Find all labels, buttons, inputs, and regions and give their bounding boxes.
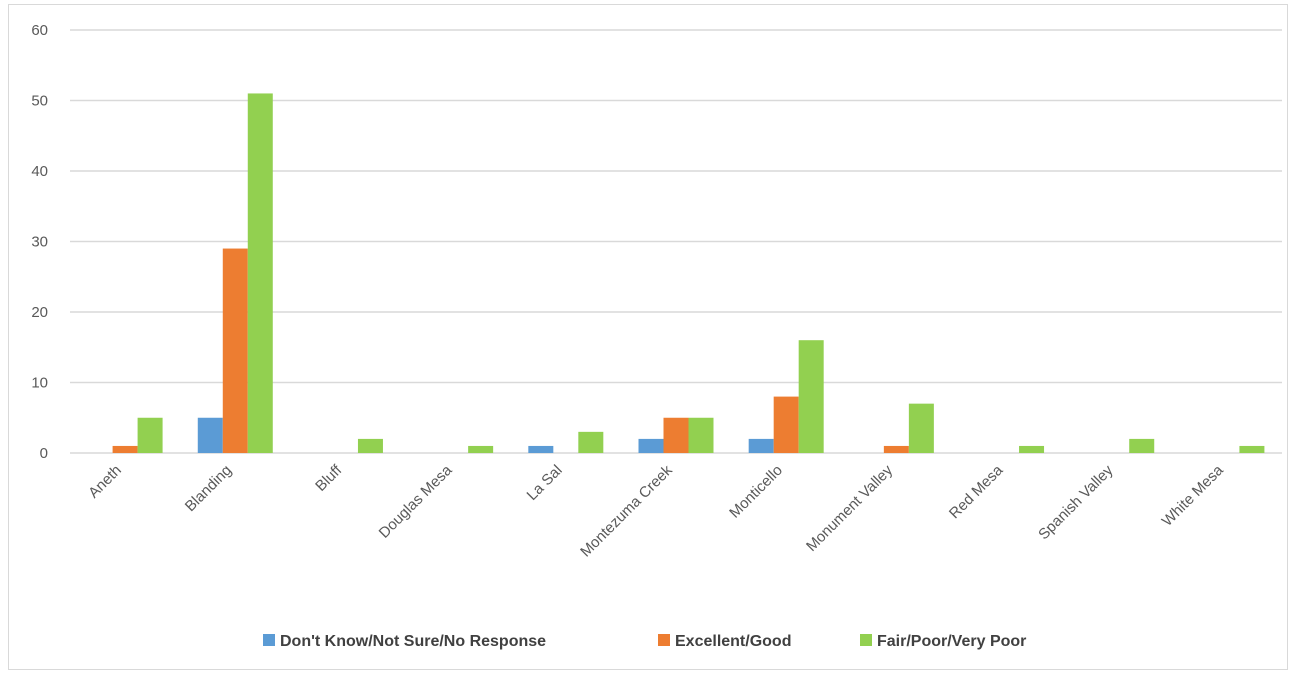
- y-tick-label: 0: [40, 445, 48, 462]
- y-tick-label: 20: [31, 304, 48, 321]
- bar: [112, 445, 138, 453]
- bar: [688, 417, 714, 453]
- y-tick-label: 30: [31, 234, 48, 251]
- bar: [1129, 438, 1155, 453]
- legend-swatch: [860, 634, 872, 646]
- bar: [748, 438, 774, 453]
- y-tick-label: 40: [31, 163, 48, 180]
- x-tick-label: White Mesa: [1159, 461, 1227, 529]
- legend-swatch: [658, 634, 670, 646]
- x-tick-label: Montezuma Creek: [577, 461, 676, 560]
- bar: [137, 417, 163, 453]
- x-axis-ticks: Aneth Blanding Bluff Douglas Mesa La Sal Mont…: [85, 461, 1227, 560]
- x-tick-label: Blanding: [182, 462, 235, 515]
- bar: [528, 445, 554, 453]
- x-tick-label: Douglas Mesa: [376, 461, 456, 541]
- x-tick-label: Spanish Valley: [1035, 461, 1117, 543]
- bar: [883, 445, 909, 453]
- x-tick-label: Monument Valley: [803, 461, 897, 555]
- bars: [112, 93, 1265, 453]
- bar: [663, 417, 689, 453]
- x-tick-label: Monticello: [726, 462, 786, 522]
- x-tick-label: Aneth: [85, 462, 125, 502]
- legend-label: Fair/Poor/Very Poor: [877, 633, 1026, 650]
- x-tick-label: Red Mesa: [946, 461, 1007, 522]
- bar: [222, 248, 248, 453]
- legend-swatch: [263, 634, 275, 646]
- bar: [468, 445, 494, 453]
- legend-label: Excellent/Good: [675, 633, 791, 650]
- bar: [638, 438, 664, 453]
- x-tick-label: La Sal: [524, 462, 566, 504]
- bar: [1019, 445, 1045, 453]
- bar: [908, 403, 934, 453]
- y-tick-label: 10: [31, 375, 48, 392]
- y-tick-label: 60: [31, 22, 48, 39]
- bar: [798, 340, 824, 453]
- bar: [197, 417, 223, 453]
- y-axis-ticks: 0 10 20 30 40 50 60: [31, 22, 48, 462]
- legend-label: Don't Know/Not Sure/No Response: [280, 633, 546, 650]
- chart-frame: [8, 4, 1288, 670]
- bar: [578, 431, 604, 453]
- legend: Don't Know/Not Sure/No Response Excellent…: [263, 633, 1026, 650]
- bar: [773, 396, 799, 453]
- x-tick-label: Bluff: [312, 461, 346, 495]
- y-tick-label: 50: [31, 93, 48, 110]
- bar: [247, 93, 273, 453]
- bar: [1239, 445, 1265, 453]
- bar: [357, 438, 383, 453]
